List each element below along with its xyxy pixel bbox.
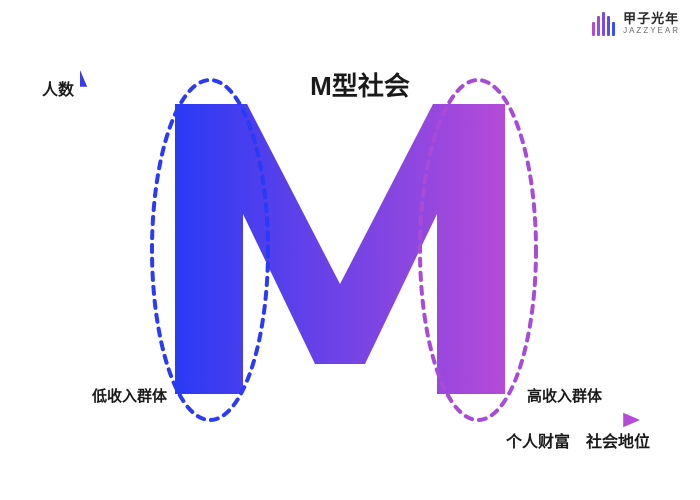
logo-text: 甲子光年 JAZZYEAR (623, 12, 680, 35)
logo-cn: 甲子光年 (623, 12, 680, 26)
m-society-chart: M型社会 人数 个人财富 社会地位 低收入群体 高收入群体 (80, 70, 640, 450)
brand-logo: 甲子光年 JAZZYEAR (592, 12, 680, 36)
logo-en: JAZZYEAR (623, 27, 680, 36)
high-income-ellipse (414, 74, 542, 426)
logo-mark (592, 12, 615, 36)
low-income-ellipse (146, 74, 274, 426)
y-axis-label: 人数 (38, 76, 74, 100)
